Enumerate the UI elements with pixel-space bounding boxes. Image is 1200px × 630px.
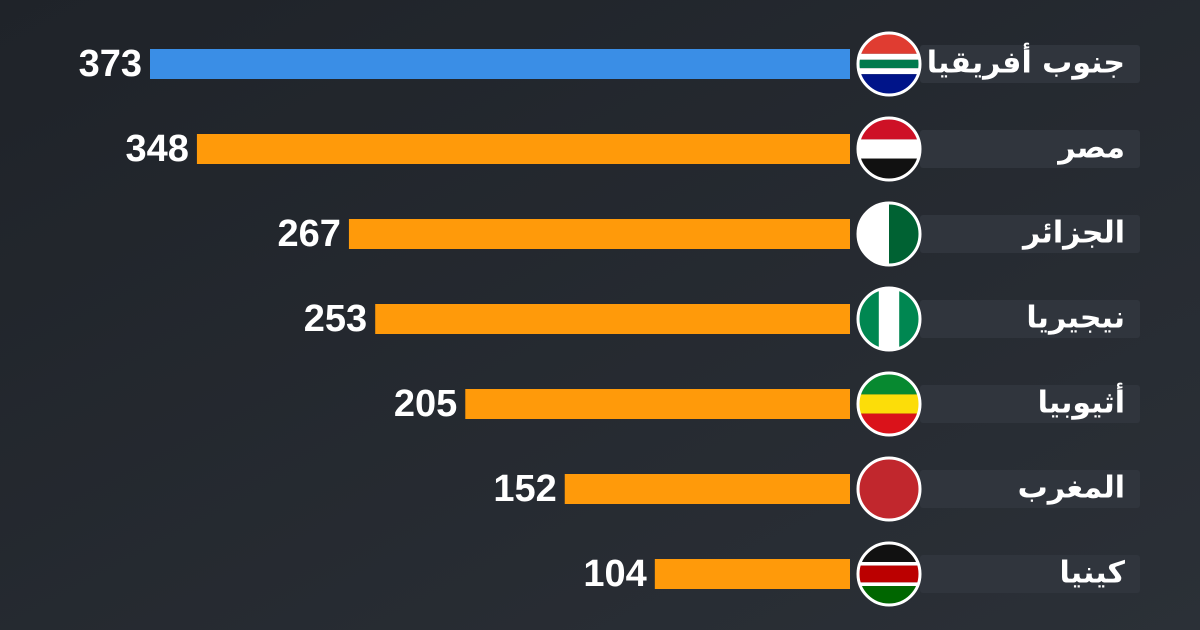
flag-stripe bbox=[859, 413, 919, 434]
flag-ring bbox=[856, 286, 922, 352]
flag-ring bbox=[856, 31, 922, 97]
flag-ring bbox=[856, 116, 922, 182]
flag-stripe bbox=[859, 565, 919, 583]
bar bbox=[196, 134, 851, 164]
value-label: 348 bbox=[126, 128, 189, 170]
category-label: مصر bbox=[1056, 131, 1125, 166]
flag-stripe bbox=[859, 459, 919, 519]
flag-stripe bbox=[859, 68, 919, 75]
flag-stripe bbox=[878, 289, 900, 349]
flag-ring bbox=[856, 541, 922, 607]
category-box bbox=[920, 470, 1140, 508]
bar bbox=[654, 559, 850, 589]
flag-stripe bbox=[859, 374, 919, 395]
value-label: 373 bbox=[79, 43, 142, 85]
flag bbox=[859, 459, 919, 519]
flag bbox=[859, 34, 919, 94]
value-label: 104 bbox=[583, 553, 646, 595]
bar bbox=[465, 389, 850, 419]
category-label: أثيوبيا bbox=[1038, 383, 1125, 421]
flag-stripe bbox=[859, 59, 919, 69]
category-box bbox=[920, 385, 1140, 423]
flag-stripe bbox=[859, 394, 919, 414]
flag-stripe bbox=[859, 582, 919, 586]
value-label: 152 bbox=[493, 468, 556, 510]
category-box bbox=[920, 555, 1140, 593]
category-label: نيجيريا bbox=[1026, 301, 1125, 336]
category-box bbox=[920, 130, 1140, 168]
flag-ring bbox=[856, 456, 922, 522]
flag-ring bbox=[856, 201, 922, 267]
flag-stripe bbox=[859, 74, 919, 94]
flag-ring bbox=[856, 371, 922, 437]
category-box bbox=[920, 215, 1140, 253]
value-label: 267 bbox=[278, 213, 341, 255]
flag-stripe bbox=[859, 158, 919, 179]
flag bbox=[859, 119, 919, 179]
flag-stripe bbox=[859, 34, 919, 54]
category-label: الجزائر bbox=[1021, 216, 1125, 251]
bar bbox=[375, 304, 850, 334]
flag-stripe bbox=[859, 562, 919, 566]
category-box bbox=[920, 300, 1140, 338]
flag-stripe bbox=[859, 139, 919, 159]
category-label: كينيا bbox=[1060, 556, 1126, 591]
category-box bbox=[920, 45, 1140, 83]
flag bbox=[859, 374, 919, 434]
flag-stripe bbox=[859, 53, 919, 60]
category-label: المغرب bbox=[1018, 471, 1125, 506]
bar bbox=[348, 219, 850, 249]
flag-stripe bbox=[859, 119, 919, 140]
bar bbox=[150, 49, 850, 79]
bar bbox=[564, 474, 850, 504]
flag bbox=[859, 289, 919, 349]
value-label: 205 bbox=[394, 383, 457, 425]
category-label: جنوب أفريقيا bbox=[927, 43, 1125, 81]
value-label: 253 bbox=[304, 298, 367, 340]
